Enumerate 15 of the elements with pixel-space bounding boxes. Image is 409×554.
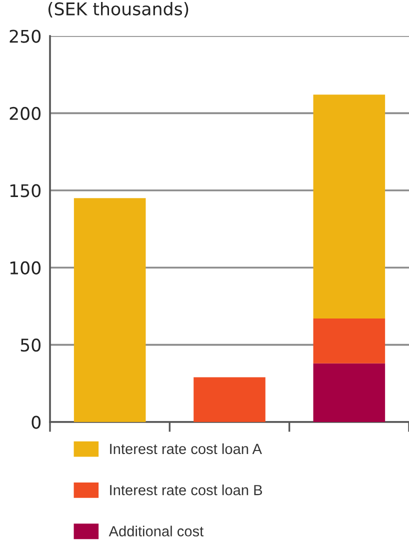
y-axis-title: (SEK thousands) <box>48 2 188 18</box>
bar <box>313 318 386 364</box>
y-tick-label: 50 <box>20 338 41 352</box>
bar <box>313 94 386 319</box>
bar <box>74 198 146 422</box>
y-tick-label: 200 <box>10 106 41 120</box>
y-tick-label: 150 <box>10 184 41 198</box>
legend-label: Interest rate cost loan A <box>110 443 262 454</box>
y-tick-label: 100 <box>10 261 41 274</box>
bar <box>194 377 266 422</box>
legend-label: Interest rate cost loan B <box>110 484 262 496</box>
y-tick-label: 250 <box>10 30 41 43</box>
bar <box>313 363 386 422</box>
legend-label: Additional cost <box>108 526 204 536</box>
y-tick-label: 0 <box>32 416 41 429</box>
